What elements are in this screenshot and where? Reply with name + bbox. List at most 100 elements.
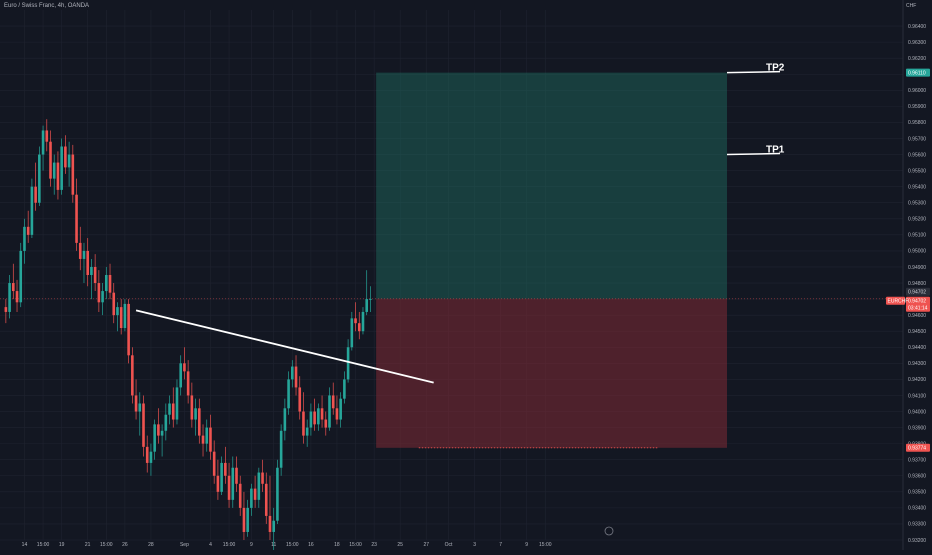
time-tick-label: 26	[122, 542, 128, 548]
candle-body	[194, 408, 197, 420]
tp-price-badge-bg	[906, 68, 930, 77]
tp-label: TP1	[766, 145, 785, 156]
candle-body	[26, 226, 30, 235]
candle-body	[205, 427, 209, 444]
candle-body	[250, 488, 253, 508]
candle-body	[93, 266, 97, 284]
candle-body	[291, 366, 294, 380]
candle-body	[179, 363, 182, 388]
price-axis-bg[interactable]	[903, 0, 932, 550]
tp-label: TP2	[766, 63, 785, 74]
candle-body	[153, 424, 156, 452]
candle-body	[149, 451, 153, 463]
time-tick-label: 9	[250, 542, 253, 548]
price-tick-label: 0.96000	[908, 88, 926, 94]
countdown-badge-bg	[906, 303, 930, 312]
candle-body	[276, 467, 279, 521]
candle-body	[183, 363, 186, 372]
candle-body	[49, 141, 52, 179]
candle-body	[101, 291, 104, 303]
time-tick-label: 25	[397, 542, 403, 548]
candle-body	[23, 226, 26, 251]
candle-body	[160, 430, 164, 436]
candle-body	[4, 307, 8, 312]
candle-body	[105, 275, 108, 292]
tp-line[interactable]	[726, 152, 781, 156]
candle-body	[354, 318, 357, 324]
candle-body	[198, 408, 201, 436]
candle-body	[134, 395, 138, 412]
time-tick-label: 9	[525, 542, 528, 548]
price-tick-label: 0.93700	[908, 457, 926, 463]
time-tick-label: 15:00	[286, 542, 299, 548]
candle-body	[298, 387, 302, 412]
candle-body	[246, 507, 249, 532]
drawings[interactable]: TP2 TP1	[135, 63, 785, 384]
candle-body	[231, 467, 235, 500]
tp-line[interactable]	[726, 70, 781, 74]
price-tick-label: 0.93500	[908, 490, 926, 496]
candle-body	[145, 446, 149, 463]
candle-body	[268, 515, 272, 532]
price-tick-label: 0.94900	[908, 265, 926, 271]
time-tick-label: Oct	[445, 542, 453, 548]
candle-body	[86, 250, 89, 275]
time-tick-label: 11	[271, 542, 276, 548]
position-zones	[0, 72, 903, 449]
candle-body	[64, 146, 67, 168]
candle-body	[365, 299, 368, 312]
candle-body	[209, 427, 212, 452]
candle-body	[116, 307, 119, 316]
candle-body	[257, 472, 261, 500]
price-tick-label: 0.93400	[908, 506, 926, 512]
candle-body	[287, 379, 290, 409]
candle-body	[235, 467, 238, 484]
candle-body	[164, 414, 168, 431]
time-tick-label: 15:00	[100, 542, 113, 548]
candle-body	[12, 283, 15, 292]
candle-body	[52, 162, 56, 179]
candle-body	[279, 430, 283, 468]
time-tick-label: 4	[209, 542, 212, 548]
time-tick-label: Sep	[180, 542, 189, 548]
time-tick-label: 15:00	[349, 542, 362, 548]
candle-body	[175, 387, 179, 420]
candle-body	[127, 303, 130, 356]
price-tick-label: 0.94400	[908, 345, 926, 351]
candle-body	[186, 371, 190, 396]
price-tick-label: 0.96300	[908, 40, 926, 46]
candle-body	[339, 398, 342, 420]
candle-body	[227, 475, 231, 500]
candle-body	[242, 507, 246, 532]
price-tick-label: 0.94000	[908, 409, 926, 415]
time-tick-label: 15:00	[223, 542, 236, 548]
candle-body	[82, 250, 86, 259]
candle-body	[41, 130, 45, 155]
time-tick-label: 28	[148, 542, 154, 548]
price-tick-label: 0.96200	[908, 56, 926, 62]
price-axis[interactable]: 0.964000.963000.962000.961000.960000.959…	[902, 0, 932, 550]
candle-body	[45, 130, 49, 142]
time-axis[interactable]: 14 15:00 19 21 15:00 26 28 Sep 4 15:00 9 11 15:00 16 1…	[22, 542, 552, 548]
candle-body	[313, 411, 316, 425]
candle-body	[317, 408, 320, 425]
candle-body	[75, 194, 78, 243]
time-tick-label: 15:00	[37, 542, 50, 548]
stop-price-badge-bg	[906, 443, 930, 452]
candle-body	[119, 307, 123, 328]
price-tick-label: 0.94300	[908, 361, 926, 367]
symbol-title[interactable]: Euro / Swiss Franc, 4h, OANDA	[4, 3, 90, 9]
price-tick-label: 0.95500	[908, 168, 926, 174]
candle-body	[357, 323, 361, 332]
candle-body	[56, 162, 60, 190]
candle-body	[97, 283, 101, 303]
trendline[interactable]	[135, 309, 434, 384]
time-tick-label: 16	[308, 542, 314, 548]
time-tick-label: 7	[499, 542, 502, 548]
price-tick-label: 0.95100	[908, 233, 926, 239]
candle-body	[216, 475, 220, 492]
candle-body	[138, 403, 142, 412]
candle-body	[168, 403, 171, 415]
